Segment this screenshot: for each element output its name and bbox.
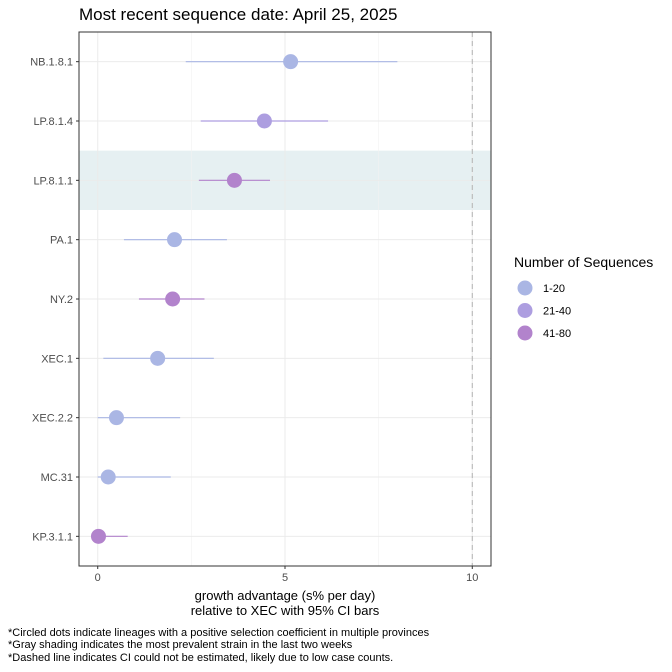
data-point (100, 469, 116, 485)
data-point (150, 350, 166, 366)
legend-key (517, 325, 533, 341)
data-point (90, 528, 106, 544)
footnote-3: *Dashed line indicates CI could not be e… (8, 652, 393, 664)
y-tick-label: NB.1.8.1 (30, 57, 73, 69)
footnote-2: *Gray shading indicates the most prevale… (8, 639, 353, 651)
legend-key (517, 280, 533, 296)
legend-label: 41-80 (543, 328, 571, 340)
y-tick-label: MC.31 (41, 472, 73, 484)
y-tick-label: PA.1 (50, 235, 73, 247)
data-point (283, 54, 299, 70)
x-tick-label: 5 (282, 572, 288, 584)
x-tick-label: 10 (466, 572, 478, 584)
y-tick-label: NY.2 (50, 294, 73, 306)
legend-key (517, 303, 533, 318)
y-tick-label: KP.3.1.1 (32, 531, 73, 543)
data-point (226, 172, 242, 188)
y-tick-label: XEC.2.2 (32, 413, 73, 425)
y-tick-label: LP.8.1.4 (33, 116, 73, 128)
y-tick-label: LP.8.1.1 (33, 175, 73, 187)
data-point (256, 113, 272, 129)
legend-label: 21-40 (543, 306, 571, 318)
x-axis-title-line1: growth advantage (s% per day) (195, 588, 376, 603)
chart-title: Most recent sequence date: April 25, 202… (79, 5, 397, 24)
y-tick-label: XEC.1 (41, 353, 73, 365)
x-tick-label: 0 (95, 572, 101, 584)
data-point (108, 410, 124, 426)
legend-label: 1-20 (543, 283, 565, 295)
panel-border (78, 31, 492, 567)
footnote-1: *Circled dots indicate lineages with a p… (8, 627, 430, 639)
data-point (165, 291, 181, 307)
data-point (167, 232, 183, 248)
legend: Number of Sequences 1-20 21-40 41-80 (514, 254, 653, 341)
x-axis-title-line2: relative to XEC with 95% CI bars (191, 603, 380, 618)
plot-area: NB.1.8.1 LP.8.1.4 LP.8.1.1 PA.1 NY.2 XEC.1 XEC… (30, 31, 492, 584)
legend-title: Number of Sequences (514, 254, 653, 270)
